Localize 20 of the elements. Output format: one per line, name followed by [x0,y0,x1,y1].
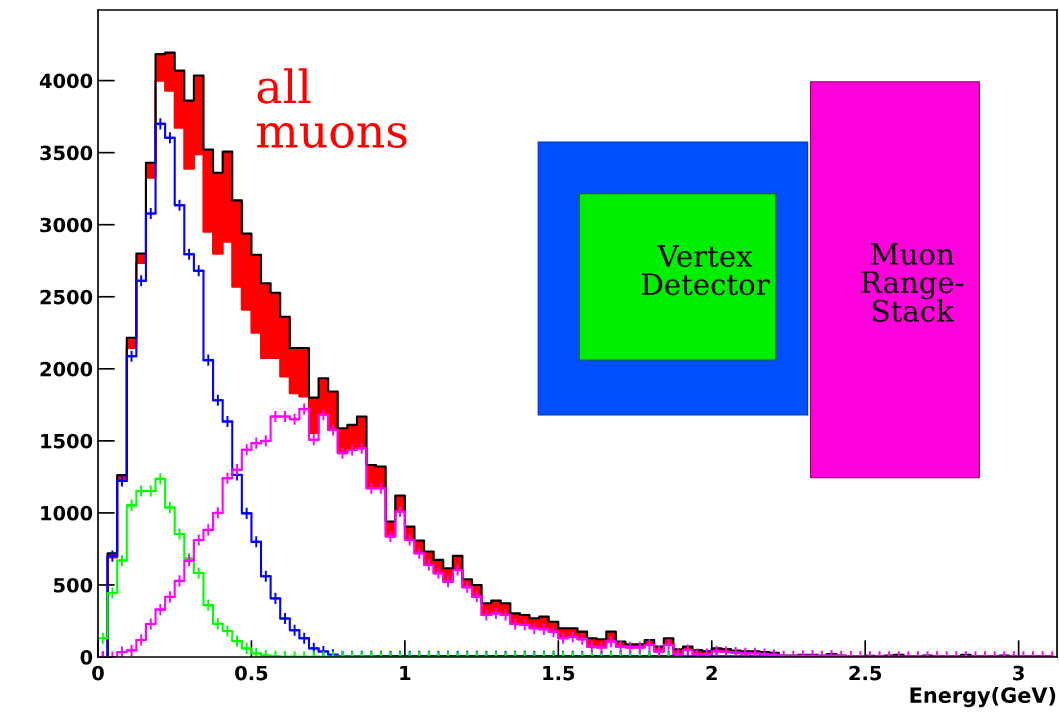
annotation: Muon Range- Stack [861,243,964,322]
annotation: Vertex Detector [642,245,770,296]
x-tick-label: 2.5 [849,665,882,681]
annotation: all muons [256,68,407,149]
x-axis-title: Energy(GeV) [910,686,1056,708]
y-tick-label: 4000 [39,73,93,89]
x-tick-label: 2 [706,665,717,681]
x-tick-label: 3 [1013,665,1024,681]
y-tick-label: 2000 [40,361,93,377]
y-tick-label: 1000 [41,505,93,521]
y-tick-label: 3500 [40,145,93,161]
y-tick-label: 3000 [40,217,93,233]
x-tick-label: 0 [92,665,104,681]
x-tick-label: 1 [400,665,411,681]
y-tick-label: 500 [54,577,93,593]
x-tick-label: 1.5 [543,665,575,681]
y-tick-label: 1500 [41,433,93,449]
y-tick-label: 0 [80,649,93,665]
y-tick-label: 2500 [40,289,93,305]
x-tick-label: 0.5 [235,665,268,681]
